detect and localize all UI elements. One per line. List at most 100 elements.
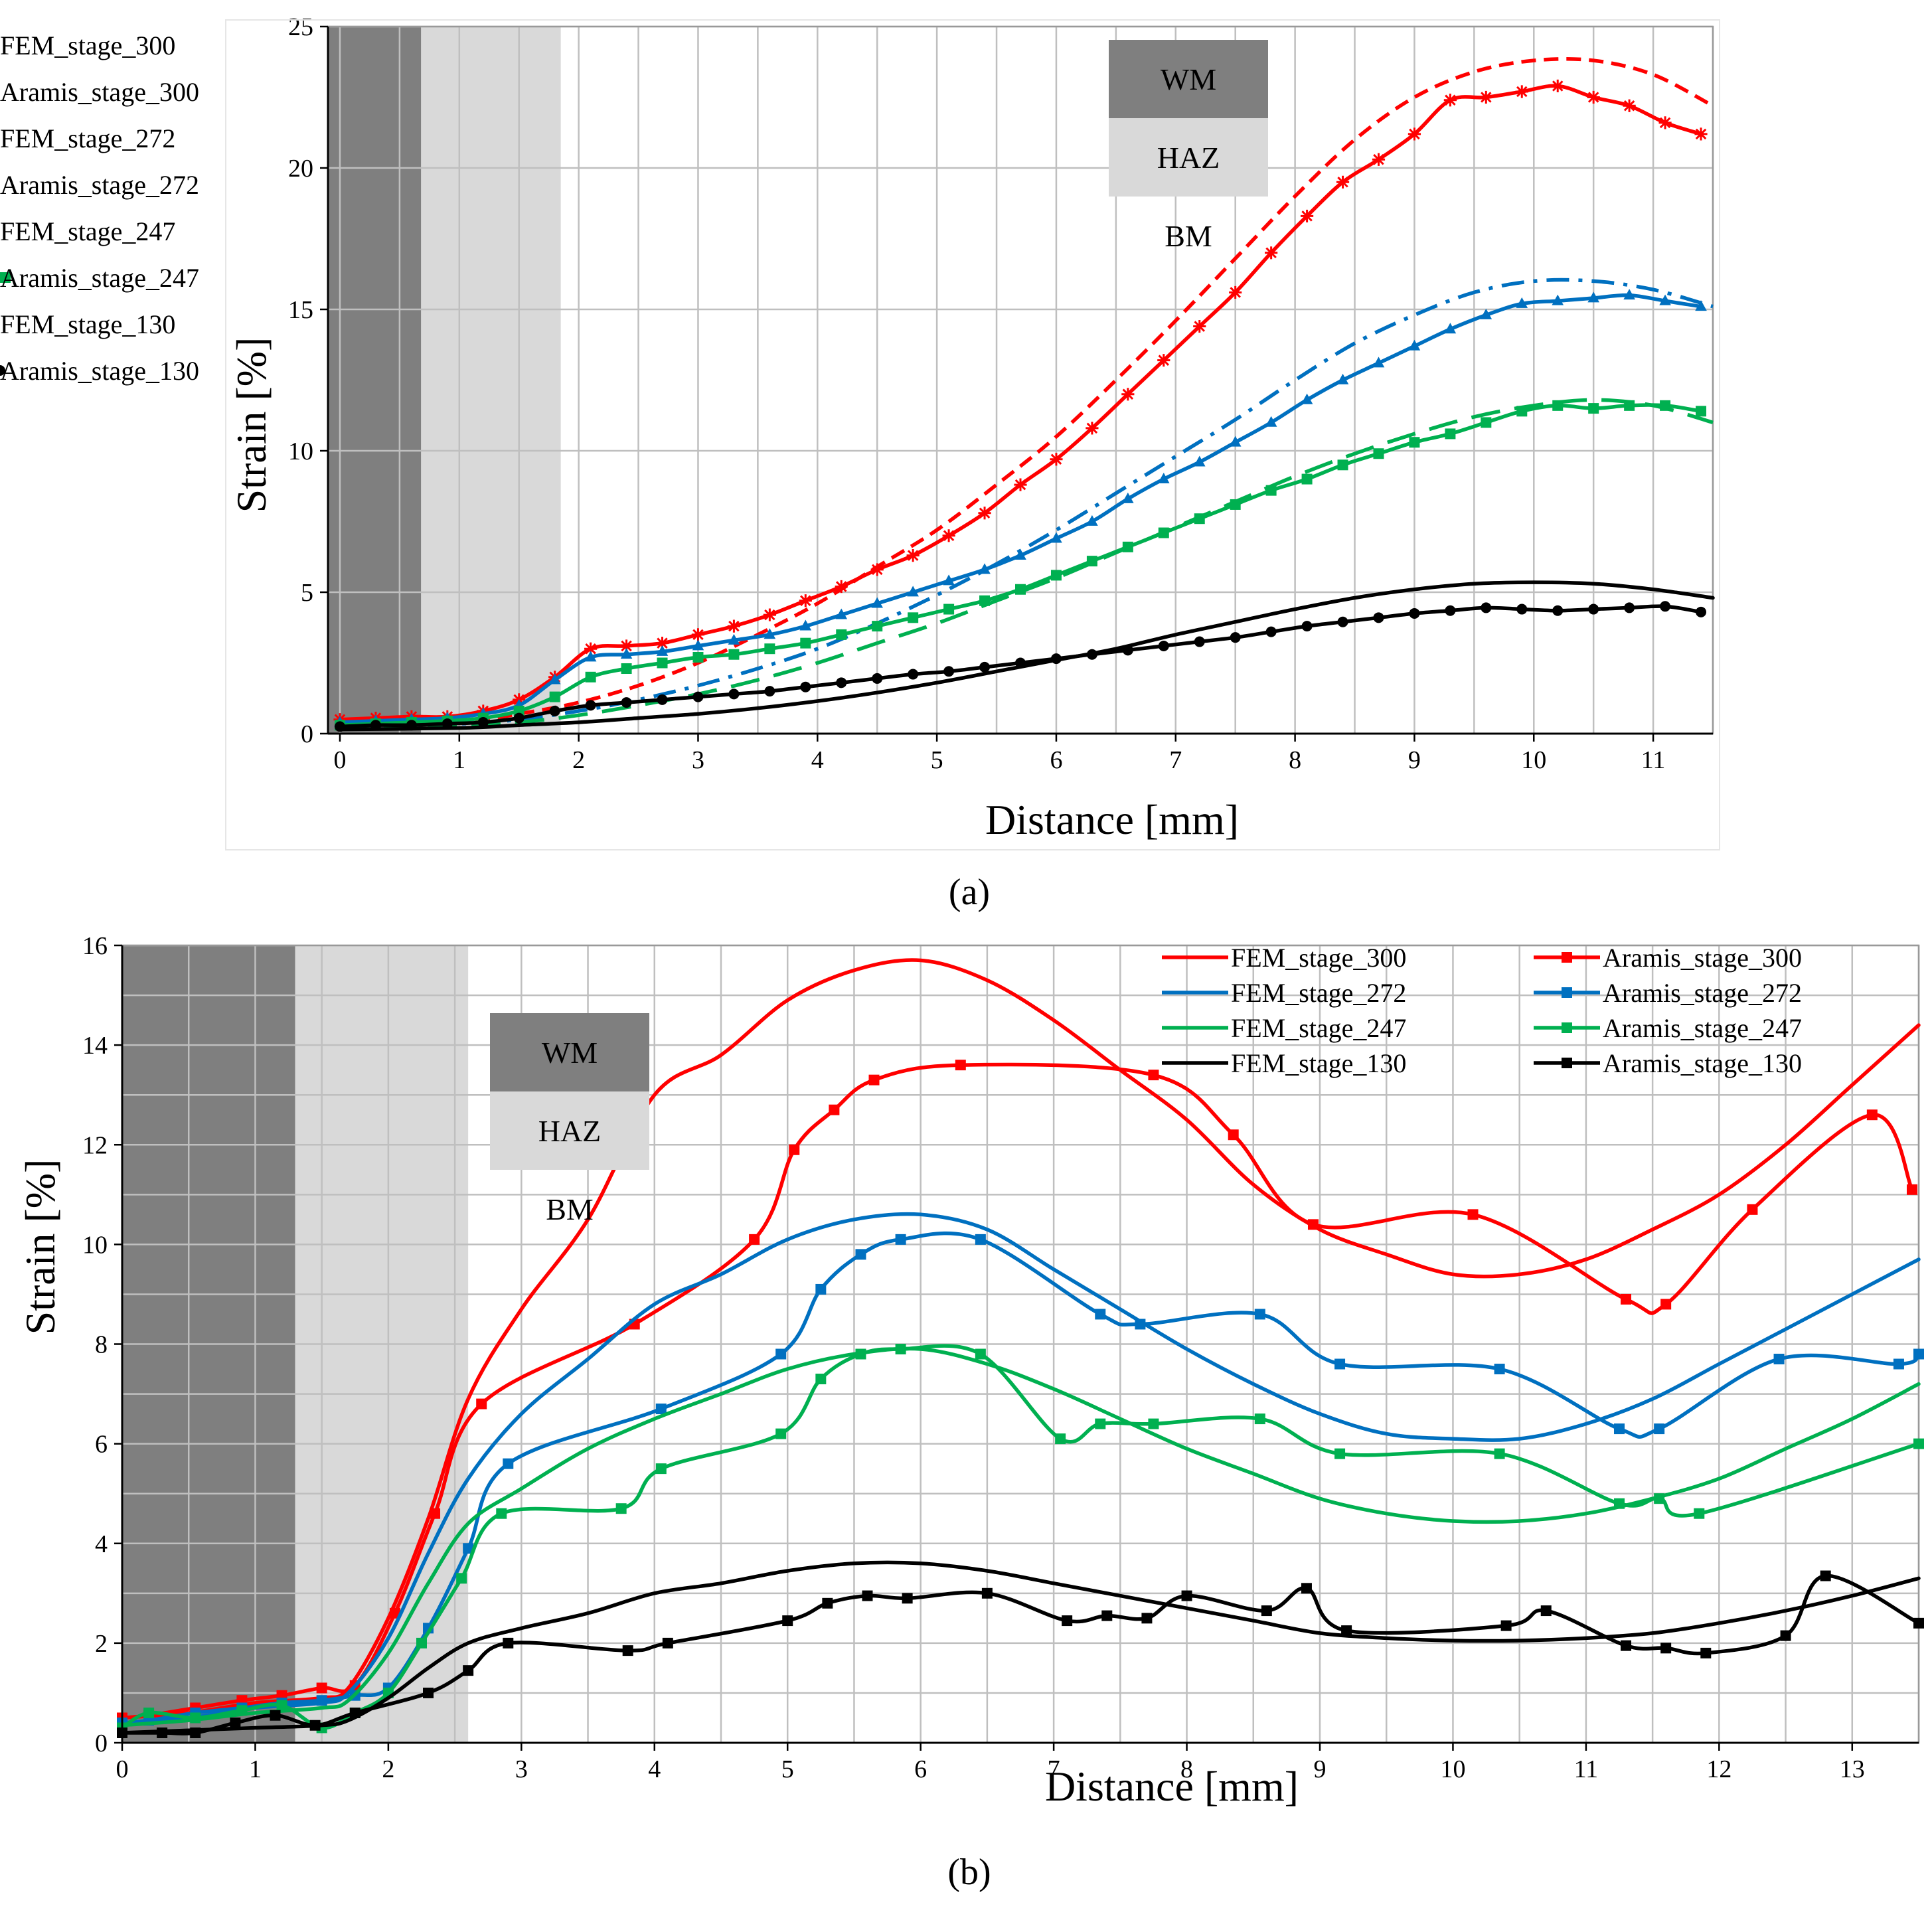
a-marker-aramis-stage-272 [1695, 300, 1707, 311]
a-marker-aramis-stage-300 [619, 639, 633, 653]
b-marker-aramis-stage-130 [622, 1645, 633, 1656]
b-line-fem-stage-247 [120, 1346, 1921, 1728]
b-line-aramis-stage-300 [120, 1062, 1914, 1720]
b-legend-item-aramis-stage-130: Aramis_stage_130 [1534, 1048, 1802, 1078]
b-marker-aramis-stage-247 [416, 1637, 427, 1649]
b-x-tick-label: 11 [1574, 1755, 1599, 1783]
b-marker-aramis-stage-247 [236, 1705, 248, 1716]
b-marker-aramis-stage-300 [430, 1508, 441, 1519]
b-marker-aramis-stage-130 [1301, 1583, 1312, 1594]
a-marker-aramis-stage-247 [1230, 499, 1241, 510]
b-marker-aramis-stage-130 [822, 1597, 833, 1609]
b-marker-aramis-stage-247 [1654, 1493, 1665, 1504]
a-marker-aramis-stage-272 [1157, 473, 1170, 483]
panel-a-label: (a) [949, 872, 990, 913]
b-x-tick-label: 3 [515, 1755, 528, 1783]
b-marker-aramis-stage-300 [1467, 1209, 1479, 1220]
a-marker-aramis-stage-130 [1050, 653, 1062, 665]
a-marker-aramis-stage-300 [1336, 175, 1350, 189]
b-legend-label: FEM_stage_300 [1231, 943, 1406, 973]
a-marker-aramis-stage-300 [1623, 99, 1636, 112]
a-marker-aramis-stage-247 [908, 612, 919, 623]
a-marker-aramis-stage-130 [621, 697, 632, 708]
b-x-tick-label: 10 [1440, 1755, 1465, 1783]
b-marker-aramis-stage-130 [309, 1720, 321, 1731]
a-marker-aramis-stage-130 [1086, 649, 1097, 660]
a-y-tick-label: 0 [301, 720, 313, 748]
b-y-tick-label: 6 [95, 1431, 108, 1459]
b-marker-aramis-stage-300 [1621, 1293, 1632, 1305]
a-marker-aramis-stage-300 [1587, 90, 1600, 104]
a-legend-marker [0, 272, 11, 283]
a-zone-haz [421, 27, 561, 734]
b-x-tick-label: 13 [1840, 1755, 1865, 1783]
b-legend-item-fem-stage-130: FEM_stage_130 [1162, 1048, 1406, 1078]
b-marker-aramis-stage-130 [190, 1727, 201, 1738]
a-series-aramis-stage-130 [334, 601, 1707, 732]
b-marker-aramis-stage-130 [662, 1637, 673, 1649]
b-legend-marker [1562, 987, 1572, 998]
a-legend-item-fem-stage-272: FEM_stage_272 [0, 123, 175, 153]
b-marker-aramis-stage-247 [1254, 1413, 1265, 1425]
a-marker-aramis-stage-247 [1337, 459, 1348, 471]
a-marker-aramis-stage-247 [1158, 527, 1169, 538]
a-marker-aramis-stage-300 [1479, 90, 1492, 104]
b-marker-aramis-stage-300 [1228, 1129, 1239, 1141]
a-x-tick-label: 3 [692, 746, 704, 774]
b-marker-aramis-stage-300 [1866, 1109, 1878, 1121]
a-legend-label: FEM_stage_130 [0, 309, 175, 339]
b-marker-aramis-stage-272 [1773, 1354, 1785, 1365]
b-x-tick-label: 5 [781, 1755, 794, 1783]
a-x-tick-label: 4 [811, 746, 824, 774]
b-marker-aramis-stage-272 [1654, 1423, 1665, 1435]
b-marker-aramis-stage-247 [143, 1707, 155, 1718]
a-marker-aramis-stage-300 [799, 594, 812, 607]
a-marker-aramis-stage-247 [1015, 584, 1026, 595]
b-marker-aramis-stage-300 [829, 1104, 840, 1115]
a-zone-wm [328, 27, 422, 734]
b-marker-aramis-stage-247 [655, 1463, 667, 1475]
b-legend-item-aramis-stage-272: Aramis_stage_272 [1534, 978, 1802, 1008]
a-marker-aramis-stage-247 [1481, 417, 1492, 428]
a-marker-aramis-stage-130 [692, 691, 704, 702]
b-legend-label: Aramis_stage_130 [1603, 1048, 1802, 1078]
a-marker-aramis-stage-130 [728, 688, 740, 700]
a-marker-aramis-stage-300 [1157, 354, 1170, 367]
a-marker-aramis-stage-247 [1301, 473, 1313, 485]
b-marker-aramis-stage-272 [463, 1543, 474, 1554]
a-marker-aramis-stage-300 [1014, 478, 1027, 491]
b-marker-aramis-stage-272 [1893, 1358, 1904, 1370]
b-marker-aramis-stage-300 [1660, 1299, 1672, 1310]
a-marker-aramis-stage-272 [1229, 436, 1242, 447]
a-marker-aramis-stage-272 [764, 628, 776, 639]
b-zone-legend-box-haz [490, 1091, 649, 1170]
a-marker-aramis-stage-272 [656, 645, 669, 656]
a-marker-aramis-stage-247 [1445, 428, 1456, 440]
b-series-fem-stage-300 [120, 958, 1921, 1720]
a-marker-aramis-stage-300 [691, 628, 705, 641]
b-marker-aramis-stage-130 [1181, 1590, 1192, 1601]
a-line-aramis-stage-300 [338, 84, 1703, 722]
a-x-tick-label: 6 [1050, 746, 1062, 774]
b-marker-aramis-stage-247 [895, 1344, 906, 1355]
b-legend-label: Aramis_stage_247 [1603, 1013, 1802, 1043]
a-marker-aramis-stage-300 [763, 608, 776, 621]
b-marker-aramis-stage-272 [1334, 1358, 1346, 1370]
panel-b-y-axis-title: Strain [%] [17, 1159, 64, 1335]
a-marker-aramis-stage-130 [836, 677, 847, 688]
a-marker-aramis-stage-130 [1481, 602, 1492, 613]
a-marker-aramis-stage-300 [835, 580, 848, 594]
a-marker-aramis-stage-130 [1015, 657, 1026, 669]
a-y-tick-label: 20 [288, 155, 313, 183]
b-marker-aramis-stage-247 [615, 1503, 627, 1514]
a-legend-item-aramis-stage-272: Aramis_stage_272 [0, 170, 199, 200]
b-x-tick-label: 4 [648, 1755, 661, 1783]
a-legend-label: FEM_stage_247 [0, 216, 175, 246]
a-marker-aramis-stage-300 [870, 563, 884, 576]
b-legend-label: FEM_stage_247 [1231, 1013, 1406, 1043]
b-legend-label: Aramis_stage_272 [1603, 978, 1802, 1008]
panel-a-series-legend: FEM_stage_300 Aramis_stage_300 FEM_stage_2… [0, 31, 199, 386]
a-marker-aramis-stage-272 [1552, 294, 1564, 305]
panel-a-series [333, 56, 1715, 732]
a-marker-aramis-stage-130 [800, 681, 811, 692]
